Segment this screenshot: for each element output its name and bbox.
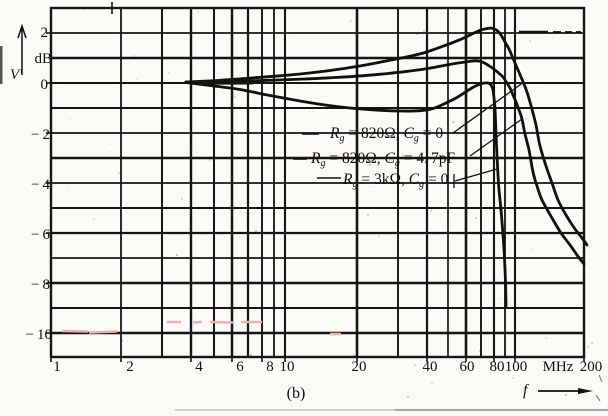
svg-text:Rg = 820Ω, Cg = 0: Rg = 820Ω, Cg = 0 [329,125,443,144]
svg-text:MHz: MHz [543,359,574,375]
svg-text:2: 2 [126,359,134,375]
svg-text:80: 80 [490,359,505,375]
svg-text:6: 6 [236,359,244,375]
svg-text:V′: V′ [10,67,23,83]
svg-text:200: 200 [580,359,603,375]
svg-text:− 10: − 10 [26,327,52,343]
svg-text:1: 1 [53,359,61,375]
svg-text:Rg = 820Ω, Cg = 4. 7pF: Rg = 820Ω, Cg = 4. 7pF [310,150,456,169]
svg-text:4: 4 [195,359,203,375]
svg-text:10: 10 [280,359,295,375]
svg-text:20: 20 [352,359,367,375]
svg-text:2: 2 [41,25,49,41]
svg-text:0: 0 [41,77,49,93]
svg-text:f: f [523,382,530,399]
svg-text:8: 8 [266,359,274,375]
svg-text:60: 60 [460,359,475,375]
svg-text:Rg = 3kΩ, Cg = 0: Rg = 3kΩ, Cg = 0 [342,171,449,190]
svg-text:100: 100 [505,359,528,375]
svg-text:− 8: − 8 [31,277,50,293]
svg-text:(b): (b) [287,385,306,402]
svg-text:− 4: − 4 [31,177,50,193]
svg-text:dB: dB [34,51,52,67]
svg-text:40: 40 [423,359,438,375]
svg-text:− 6: − 6 [31,227,50,243]
svg-text:− 2: − 2 [31,127,50,143]
